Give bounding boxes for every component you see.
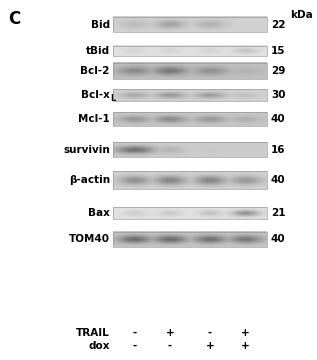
Text: survivin: survivin [63,145,110,155]
Text: -: - [168,341,172,351]
Text: 40: 40 [271,114,286,124]
Text: 30: 30 [271,90,286,100]
Text: -: - [208,328,212,338]
Text: Bcl-2: Bcl-2 [81,66,110,76]
Text: +: + [205,341,214,351]
Text: kDa: kDa [290,10,313,20]
Text: 15: 15 [271,46,286,56]
Text: 16: 16 [271,145,286,155]
Bar [113,171,267,189]
Bar [113,207,267,219]
Text: Mcl-1: Mcl-1 [78,114,110,124]
Text: 40: 40 [271,175,286,185]
Text: Bid: Bid [91,19,110,30]
Text: +: + [165,328,174,338]
Bar [113,112,267,126]
Text: L: L [110,94,115,103]
Text: Bax: Bax [88,208,110,218]
Text: 40: 40 [271,234,286,244]
Text: β-actin: β-actin [69,175,110,185]
Bar [113,143,267,157]
Text: -: - [133,328,137,338]
Text: dox: dox [88,341,110,351]
Bar [113,63,267,79]
Text: 29: 29 [271,66,285,76]
Text: Bcl-x: Bcl-x [81,90,110,100]
Text: TRAIL: TRAIL [76,328,110,338]
Text: C: C [8,10,20,28]
Bar [113,232,267,247]
Bar [113,89,267,101]
Bar [113,46,267,56]
Bar [113,17,267,32]
Text: tBid: tBid [86,46,110,56]
Text: TOM40: TOM40 [69,234,110,244]
Text: -: - [133,341,137,351]
Text: 21: 21 [271,208,286,218]
Text: +: + [241,341,250,351]
Text: +: + [241,328,250,338]
Text: 22: 22 [271,19,286,30]
